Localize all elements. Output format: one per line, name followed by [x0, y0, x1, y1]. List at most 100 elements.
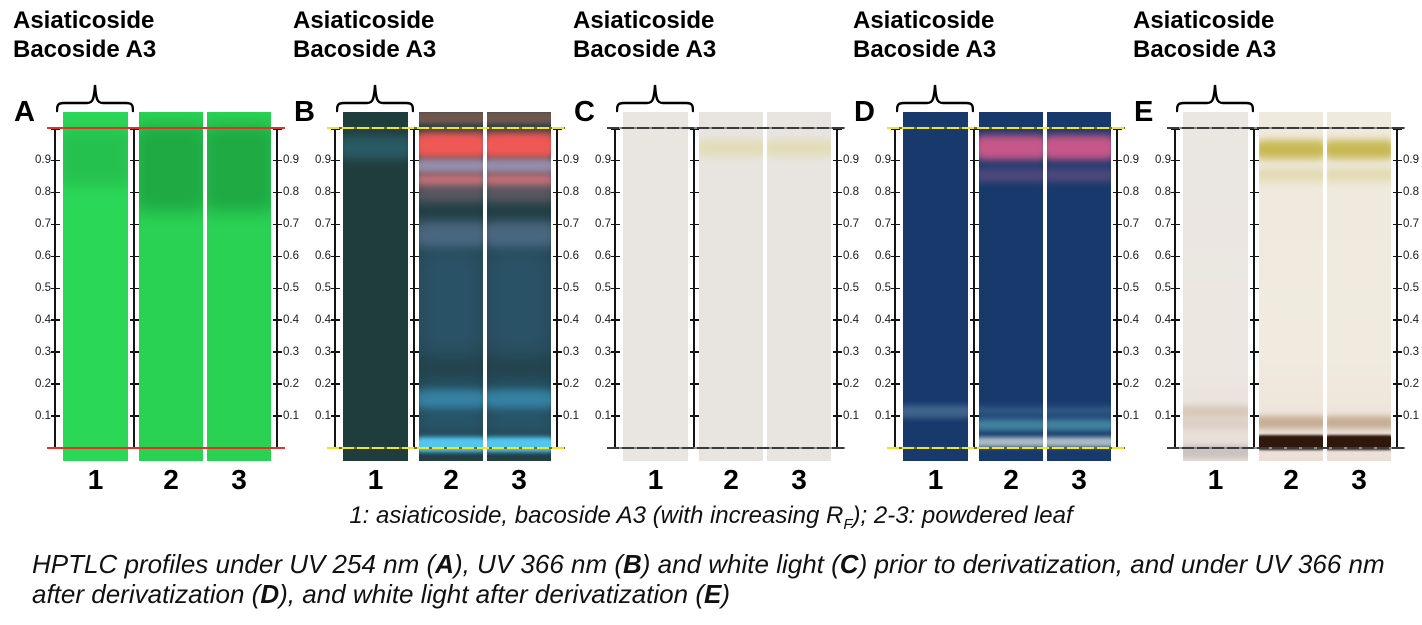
- panel-letter-d: D: [854, 96, 875, 128]
- solvent-front-line: [607, 127, 845, 129]
- left-axis-tick-0.7: [1170, 223, 1180, 226]
- caption-text-0: HPTLC profiles under UV 254 nm (: [32, 549, 436, 579]
- rf-label-right-0.2: 0.2: [843, 377, 859, 390]
- left-axis-tick-0.7: [50, 223, 60, 226]
- right-axis-tick-0.7: [1392, 223, 1402, 226]
- bracket-icon: [335, 84, 415, 113]
- band-5: [979, 436, 1043, 448]
- right-axis-tick-0.6: [552, 255, 562, 258]
- rf-label-right-0.9: 0.9: [563, 153, 579, 166]
- caption-text-6: ) prior to derivatization, and under UV …: [32, 549, 1385, 609]
- right-axis-tick-0.1: [832, 415, 842, 417]
- middle-axis-tick-0.2: [689, 383, 699, 385]
- band-1: [207, 125, 271, 212]
- rf-label-right-0.8: 0.8: [843, 185, 859, 198]
- left-axis-tick-0.2: [890, 383, 900, 385]
- band-5: [1047, 436, 1111, 448]
- origin-line: [887, 447, 1125, 449]
- caption-text-4: ) and white light (: [641, 549, 840, 579]
- origin-line: [47, 447, 285, 449]
- band-1: [419, 112, 483, 124]
- rf-label-right-0.1: 0.1: [1403, 409, 1419, 422]
- left-axis-tick-0.8: [50, 191, 60, 194]
- right-axis-tick-0.9: [832, 159, 842, 162]
- band-7: [487, 243, 551, 359]
- lane-2: [699, 112, 763, 461]
- compound-title-line-1: Asiaticoside: [573, 7, 715, 34]
- middle-axis-tick-0.3: [409, 351, 419, 353]
- lane-3: [207, 112, 271, 461]
- rf-label-right-0.1: 0.1: [283, 409, 299, 422]
- right-axis-tick-0.5: [272, 287, 282, 289]
- rf-label-right-0.5: 0.5: [1123, 281, 1139, 294]
- lane-number-3: 3: [511, 464, 527, 495]
- lane-3: [487, 112, 551, 461]
- middle-axis-tick-0.1: [129, 415, 139, 417]
- right-axis-tick-0.2: [1392, 383, 1402, 385]
- left-axis-tick-0.3: [610, 351, 620, 353]
- rf-label-right-0.7: 0.7: [1403, 217, 1419, 230]
- middle-axis-tick-0.9: [1249, 159, 1259, 162]
- caption-text-10: ): [721, 579, 730, 609]
- band-4: [1047, 418, 1111, 432]
- left-axis-tick-0.2: [1170, 383, 1180, 385]
- right-axis-tick-0.4: [1392, 319, 1402, 321]
- band-9: [419, 390, 483, 409]
- bracket-icon: [55, 84, 135, 113]
- rf-label-left-0.5: 0.5: [315, 281, 331, 294]
- middle-axis-tick-0.6: [129, 255, 139, 258]
- figure-caption: HPTLC profiles under UV 254 nm (A), UV 3…: [32, 549, 1406, 609]
- origin-line: [1167, 447, 1405, 449]
- middle-axis-tick-0.2: [1249, 383, 1259, 385]
- lane1-bracket: [1175, 81, 1255, 118]
- lane-number-3: 3: [791, 464, 807, 495]
- compound-title: Asiaticoside Bacoside A3: [1133, 6, 1276, 64]
- panel-a: Asiaticoside Bacoside A3 A 0.9 0.9 0.8 0.8 0.7 0…: [0, 0, 310, 500]
- middle-axis-tick-0.4: [129, 319, 139, 321]
- middle-axis-tick-0.8: [129, 191, 139, 194]
- rf-label-left-0.4: 0.4: [595, 313, 611, 326]
- caption-panel-letter-d: D: [260, 579, 280, 609]
- middle-axis-tick-0.2: [409, 383, 419, 385]
- left-axis-tick-0.1: [330, 415, 340, 417]
- right-axis-tick-0.1: [1392, 415, 1402, 417]
- rf-label-right-0.3: 0.3: [1403, 345, 1419, 358]
- right-axis-tick-0.6: [1392, 255, 1402, 258]
- left-axis-tick-0.8: [890, 191, 900, 194]
- rf-label-right-0.6: 0.6: [843, 249, 859, 262]
- lane-number-2: 2: [163, 464, 179, 495]
- rf-label-right-0.2: 0.2: [283, 377, 299, 390]
- middle-axis-tick-0.9: [409, 159, 419, 162]
- rf-label-left-0.8: 0.8: [1155, 185, 1171, 198]
- right-axis-tick-0.2: [832, 383, 842, 385]
- left-axis-tick-0.4: [890, 319, 900, 321]
- lane-number-1: 1: [1207, 464, 1224, 495]
- middle-axis-tick-0.6: [1249, 255, 1259, 258]
- caption-text-2: ), UV 366 nm (: [453, 549, 624, 579]
- bracket-icon: [1175, 84, 1255, 113]
- rf-label-right-0.7: 0.7: [1123, 217, 1139, 230]
- rf-label-right-0.7: 0.7: [843, 217, 859, 230]
- left-axis-tick-0.3: [50, 351, 60, 353]
- right-axis-tick-0.6: [1112, 255, 1122, 258]
- left-axis-tick-0.8: [610, 191, 620, 194]
- rf-label-left-0.3: 0.3: [595, 345, 611, 358]
- right-axis-tick-0.9: [552, 159, 562, 162]
- rf-subscript: F: [843, 515, 853, 533]
- band-4: [1259, 434, 1323, 450]
- lane-number-3: 3: [1071, 464, 1087, 495]
- middle-axis-tick-0.3: [969, 351, 979, 353]
- band-2: [1047, 168, 1111, 183]
- right-axis-tick-0.8: [1112, 191, 1122, 194]
- lane-3: [767, 112, 831, 461]
- rf-label-right-0.2: 0.2: [1403, 377, 1419, 390]
- panel-letter-e: E: [1134, 96, 1154, 128]
- middle-axis-tick-0.7: [1249, 223, 1259, 226]
- left-axis-tick-0.5: [890, 287, 900, 289]
- rf-label-left-0.1: 0.1: [595, 409, 611, 422]
- rf-label-left-0.5: 0.5: [595, 281, 611, 294]
- band-6: [419, 221, 483, 247]
- rf-label-left-0.1: 0.1: [35, 409, 51, 422]
- middle-axis-tick-0.1: [689, 415, 699, 417]
